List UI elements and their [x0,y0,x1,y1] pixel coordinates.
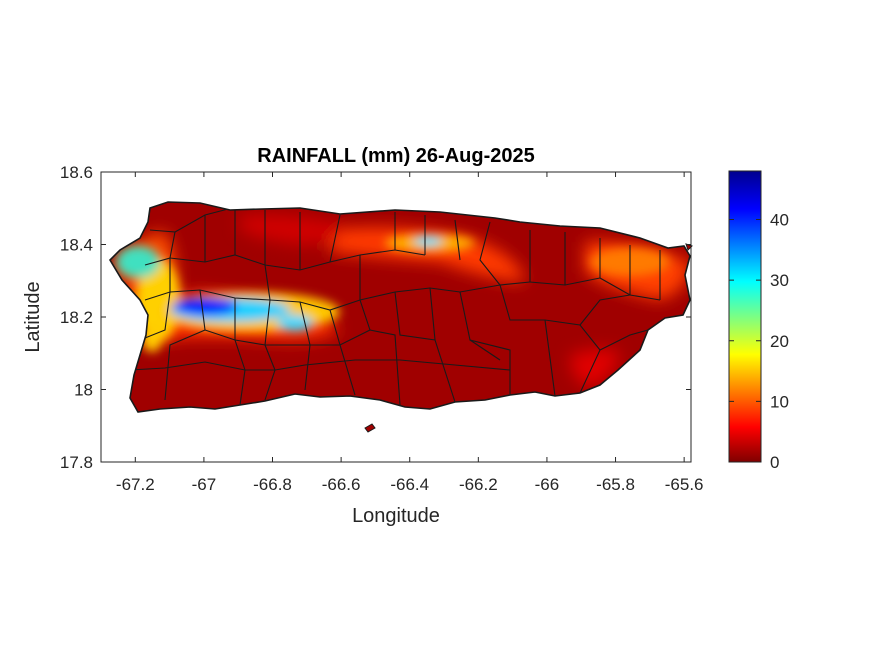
y-tick-label: 18.2 [60,308,93,327]
x-tick-label: -65.8 [596,475,635,494]
x-tick-label: -66.4 [390,475,429,494]
x-tick-label: -66.8 [253,475,292,494]
y-tick-label: 18.4 [60,236,93,255]
rain-core-east-cyan [277,315,313,331]
y-tick-label: 18.6 [60,163,93,182]
x-tick-label: -67.2 [116,475,155,494]
x-tick-label: -67 [192,475,217,494]
colorbar-tick-label: 0 [770,453,779,472]
colorbar-tick-label: 20 [770,332,789,351]
colorbar-tick-label: 10 [770,392,789,411]
rain-band-southeast [570,349,620,388]
colorbar-ticks: 0 10 20 30 40 [729,211,789,472]
colorbar [728,170,762,463]
x-tick-label: -66 [535,475,560,494]
x-tick-label: -65.6 [665,475,704,494]
rain-band-north-west2 [240,214,345,245]
islet-caja-de-muertos [364,423,376,433]
chart-title: RAINFALL (mm) 26-Aug-2025 [257,145,534,167]
colorbar-tick-label: 30 [770,271,789,290]
rainfall-field [110,202,690,412]
y-axis-title: Latitude [22,281,44,352]
y-tick-label: 18 [74,381,93,400]
colorbar-tick-label: 40 [770,211,789,230]
x-tick-label: -66.6 [322,475,361,494]
x-axis-title: Longitude [352,505,440,527]
rain-core-blue [173,297,237,315]
y-tick-label: 17.8 [60,453,93,472]
x-axis: -67.2 -67 -66.8 -66.6 -66.4 -66.2 -66 -65.8 -65.… [116,172,704,494]
municipal-boundaries [129,207,661,406]
y-axis: 17.8 18 18.2 18.4 18.6 [60,163,691,472]
rain-band-north [330,227,525,282]
x-tick-label: -66.2 [459,475,498,494]
rain-core-west-cyan [116,246,160,278]
rain-core-north-cyan [414,236,442,246]
